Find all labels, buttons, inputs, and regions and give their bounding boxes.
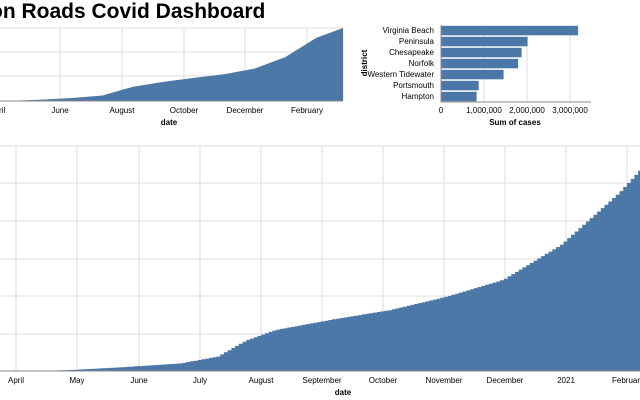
bar-marks xyxy=(441,25,579,102)
detail-x-tick-label: December xyxy=(487,376,524,385)
page-title: on Roads Covid Dashboard xyxy=(0,0,266,23)
overview-chart: ril June August October December Februar… xyxy=(0,27,344,127)
overview-x-tick-label: February xyxy=(291,106,323,115)
overview-area xyxy=(0,28,343,101)
detail-x-tick-label: November xyxy=(426,376,463,385)
detail-chart: April May June July August September Oct… xyxy=(0,145,640,397)
bar-virginia-beach xyxy=(441,25,579,36)
bar-category-labels: Virginia Beach Peninsula Chesapeake Norf… xyxy=(367,26,435,101)
bar-category-label: Chesapeake xyxy=(389,48,434,57)
overview-x-tick-label: June xyxy=(51,106,69,115)
bar-category-label: Norfolk xyxy=(409,59,435,68)
bar-western-tidewater xyxy=(441,69,504,80)
bar-category-label: Hampton xyxy=(402,92,434,101)
detail-x-tick-label: May xyxy=(69,376,84,385)
detail-x-tick-label: 2021 xyxy=(557,376,575,385)
detail-x-tick-label: Februar xyxy=(612,376,640,385)
bar-x-tick-label: 2,000,000 xyxy=(509,106,545,115)
detail-x-axis-title: date xyxy=(335,388,352,397)
bar-norfolk xyxy=(441,58,519,69)
bar-category-label: Peninsula xyxy=(399,37,435,46)
bar-x-tick-label: 3,000,000 xyxy=(552,106,588,115)
detail-area xyxy=(0,170,640,371)
overview-x-tick-label: ril xyxy=(0,106,5,115)
bar-category-label: Western Tidewater xyxy=(367,70,434,79)
detail-x-ticks: April May June July August September Oct… xyxy=(8,376,640,385)
bar-portsmouth xyxy=(441,80,479,91)
overview-x-tick-label: August xyxy=(110,106,136,115)
detail-x-tick-label: September xyxy=(302,376,341,385)
district-bar-chart: Virginia Beach Peninsula Chesapeake Norf… xyxy=(360,25,591,127)
detail-x-tick-label: July xyxy=(193,376,207,385)
bar-x-tick-label: 0 xyxy=(439,106,444,115)
bar-x-ticks: 0 1,000,000 2,000,000 3,000,000 xyxy=(439,106,589,115)
detail-x-tick-label: April xyxy=(8,376,24,385)
bar-hampton xyxy=(441,91,477,102)
detail-x-tick-label: October xyxy=(369,376,398,385)
bar-category-label: Portsmouth xyxy=(393,81,434,90)
bar-x-tick-label: 1,000,000 xyxy=(466,106,502,115)
bar-x-axis-title: Sum of cases xyxy=(489,118,541,127)
overview-x-tick-label: December xyxy=(227,106,264,115)
detail-x-tick-label: June xyxy=(130,376,148,385)
bar-y-axis-title: district xyxy=(360,49,369,76)
overview-x-ticks: ril June August October December Februar… xyxy=(0,106,323,115)
bar-category-label: Virginia Beach xyxy=(383,26,434,35)
bar-peninsula xyxy=(441,36,528,47)
overview-x-axis-title: date xyxy=(161,118,178,127)
bar-chesapeake xyxy=(441,47,522,58)
detail-x-tick-label: August xyxy=(249,376,275,385)
overview-x-tick-label: October xyxy=(170,106,199,115)
